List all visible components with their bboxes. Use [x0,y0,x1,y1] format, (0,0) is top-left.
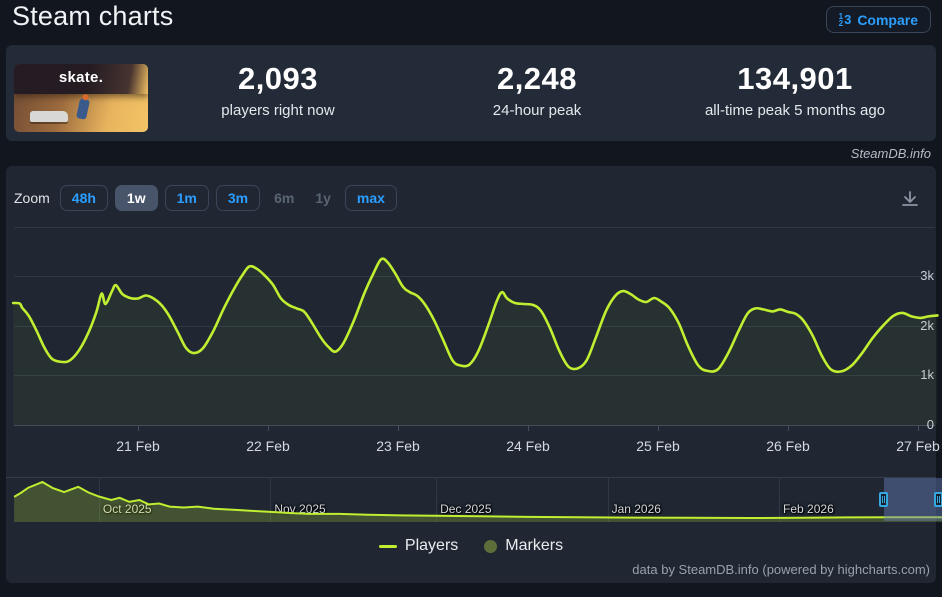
gridline-0 [14,425,935,426]
compare-icon-digit: 2 [838,18,844,28]
zoom-button-max[interactable]: max [344,185,397,211]
players-line-marker-icon [378,544,397,548]
markers-circle-marker-icon [484,539,498,553]
navigator-right-handle[interactable] [933,492,942,507]
compare-button-label: Compare [857,11,918,28]
navigator-month-label: Dec 2025 [440,502,492,516]
navigator-selection-window[interactable] [883,478,942,521]
legend-players-label: Players [404,537,459,554]
navigator-month-label: Nov 2025 [274,502,326,516]
zoom-label: Zoom [14,190,50,206]
zoom-button-3m[interactable]: 3m [215,185,261,211]
y-axis-label-3k: 3k [920,268,934,284]
y-axis-label-2k: 2k [920,317,934,333]
x-axis-label: 24 Feb [506,438,550,454]
navigator-gridline [607,478,609,522]
navigator-gridline [436,478,438,522]
navigator-gridline [98,478,100,522]
gridline-1k [14,375,935,377]
zoom-button-48h[interactable]: 48h [59,185,108,211]
navigator-month-label: Oct 2025 [102,502,152,516]
navigator-month-label: Feb 2026 [783,502,834,516]
x-axis-tick [398,425,399,431]
players-now-value: 2,093 [237,61,319,96]
x-axis-label: 22 Feb [246,438,290,454]
x-axis-label: 23 Feb [376,438,420,454]
game-capsule[interactable]: skate. [14,64,148,132]
x-axis-tick [268,425,269,431]
page-title: Steam charts [12,1,174,31]
stat-24h-peak: 2,248 24-hour peak [407,45,667,119]
x-axis-label: 21 Feb [116,438,160,454]
alltime-peak-label: all-time peak 5 months ago [704,102,886,119]
game-logo: skate. [58,69,104,86]
highcharts-credits: data by SteamDB.info (powered by highcha… [632,562,930,577]
peak-24h-value: 2,248 [496,61,578,96]
download-icon[interactable] [898,188,922,212]
players-now-label: players right now [221,102,335,119]
stat-players-now: 2,093 players right now [148,45,408,119]
x-axis-tick [658,425,659,431]
zoom-button-1w[interactable]: 1w [114,185,158,211]
123-compare-icon: 1 2 3 [838,11,852,28]
navigator-top-border [6,477,936,478]
alltime-peak-value: 134,901 [737,61,853,96]
x-axis-tick [918,425,919,431]
zoom-button-6m[interactable]: 6m [267,185,301,211]
compare-icon-digit: 3 [844,12,852,27]
x-axis-tick [528,425,529,431]
navigator-gridline [270,478,272,522]
compare-icon-digit: 1 [838,11,844,21]
peak-24h-label: 24-hour peak [492,102,582,119]
zoom-controls: Zoom 48h 1w 1m 3m 6m 1y max [14,185,397,211]
legend-item-players[interactable]: Players [378,537,459,555]
capsule-art-car [30,111,68,122]
gridline-3k [14,276,935,278]
gridline-top [14,226,935,228]
x-axis-tick [138,425,139,431]
stat-alltime-peak: 134,901 all-time peak 5 months ago [645,45,942,119]
zoom-button-1y[interactable]: 1y [308,185,338,211]
navigator-left-handle[interactable] [879,492,889,507]
zoom-button-group: 48h 1w 1m 3m 6m 1y max [59,185,397,211]
navigator-month-label: Jan 2026 [611,502,661,516]
compare-button[interactable]: 1 2 3 Compare [825,6,931,33]
capsule-art-skater [76,98,90,120]
navigator-gridline [779,478,781,522]
y-axis-label-1k: 1k [920,367,934,383]
y-axis-label-0: 0 [926,417,934,432]
x-axis-tick [788,425,789,431]
stats-panel: skate. 2,093 players right now 2,248 24-… [6,45,936,141]
capsule-art-bridge [14,64,148,94]
x-axis-label: 25 Feb [636,438,680,454]
legend-markers-label: Markers [505,537,564,554]
zoom-button-1m[interactable]: 1m [164,185,209,211]
x-axis-label: 27 Feb [896,438,940,454]
steamdb-watermark: SteamDB.info [850,146,931,161]
legend-item-markers[interactable]: Markers [484,537,563,555]
x-axis-label: 26 Feb [766,438,810,454]
gridline-2k [14,325,935,327]
chart-legend: Players Markers [0,537,942,555]
